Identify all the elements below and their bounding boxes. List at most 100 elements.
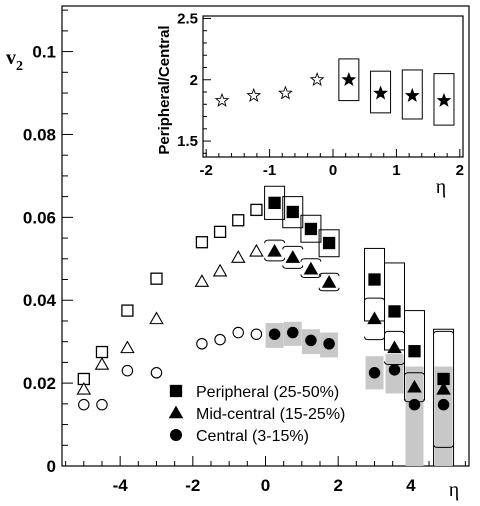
inset-sys-box [370, 70, 392, 114]
legend-marker-triangle [168, 405, 184, 419]
triangle-filled-point [267, 243, 282, 257]
legend: Peripheral (25-50%) Mid-central (15-25%) C… [168, 384, 345, 445]
square-open-point [150, 272, 163, 285]
inset-sys-box [433, 73, 455, 126]
midcentral-sys-bracket [384, 330, 406, 335]
inset-x-tick-label: 2 [456, 162, 464, 179]
inset-x-axis-title: η [436, 176, 446, 198]
legend-label: Central (3-15%) [196, 428, 309, 445]
square-filled-point [408, 345, 421, 358]
star-open-point [214, 92, 230, 107]
x-axis-title: η [449, 479, 459, 501]
star-filled-point [341, 71, 357, 87]
y-tick-label: 0.06 [23, 208, 56, 227]
triangle-open-point [212, 263, 228, 277]
x-tick-label: 0 [261, 476, 270, 495]
y-tick-label: 0.08 [23, 125, 56, 144]
midcentral-sys-bracket [364, 336, 386, 341]
circle-open-point [214, 333, 226, 346]
peripheral-sys-box [282, 196, 304, 229]
triangle-filled-point [285, 250, 301, 263]
midcentral-sys-bracket [282, 265, 304, 269]
main-plot: -4 -2 0 2 4 0 0.02 0.04 0.06 0.08 0.1 η v2 Peripheral… [6, 5, 470, 501]
star-open-point [309, 71, 325, 87]
inset-y-tick-label: 2.5 [177, 10, 198, 27]
legend-label: Mid-central (15-25%) [196, 406, 345, 423]
circle-open-point [96, 398, 108, 411]
triangle-filled-point [407, 379, 422, 393]
midcentral-sys-bracket [318, 287, 340, 292]
midcentral-sys-bracket [264, 239, 286, 244]
triangle-open-point [194, 274, 210, 287]
legend-label: Peripheral (25-50%) [196, 384, 339, 401]
triangle-open-point [76, 381, 92, 395]
circle-filled-point [388, 364, 401, 376]
star-filled-point [436, 92, 452, 107]
inset-x-tick-label: 1 [392, 162, 400, 179]
inset-x-tick-label: -2 [199, 162, 212, 179]
circle-filled-point [323, 337, 335, 350]
legend-marker-circle [169, 428, 183, 442]
circle-open-point [232, 326, 244, 339]
circle-open-point [78, 398, 90, 411]
circle-open-point [121, 364, 134, 377]
midcentral-sys-bracket [264, 257, 286, 262]
circle-filled-point [305, 334, 317, 347]
peripheral-sys-box [318, 229, 340, 258]
square-open-point [121, 304, 134, 317]
inset-y-axis-title: Peripheral/Central [156, 25, 173, 154]
triangle-filled-point [367, 311, 382, 325]
square-filled-point [268, 196, 281, 209]
y-tick-label: 0.02 [23, 374, 56, 393]
midcentral-sys-bracket [300, 258, 322, 262]
square-open-point [250, 203, 263, 217]
triangle-open-point [249, 243, 264, 257]
circle-filled-point [268, 328, 281, 340]
inset-sys-box [401, 69, 423, 120]
square-open-point [232, 214, 245, 227]
square-filled-point [286, 205, 299, 219]
inset-frame [202, 15, 464, 158]
x-tick-label: 4 [406, 476, 416, 495]
midcentral-sys-bracket [300, 274, 322, 278]
triangle-filled-point [303, 261, 319, 275]
x-tick-label: -2 [185, 476, 200, 495]
y-tick-label: 0.04 [23, 291, 57, 310]
star-filled-point [404, 87, 420, 102]
y-axis-title: v2 [6, 47, 23, 74]
triangle-open-point [149, 311, 164, 325]
inset-sys-box [338, 58, 360, 102]
y-tick-label: 0 [47, 457, 56, 476]
midcentral-sys-bracket [433, 330, 455, 335]
inset-x-tick-label: 0 [329, 162, 337, 179]
square-open-point [95, 345, 109, 359]
peripheral-sys-box [300, 214, 322, 243]
triangle-filled-point [321, 274, 337, 288]
midcentral-sys-bracket [364, 297, 386, 302]
circle-filled-point [437, 398, 450, 411]
x-tick-label: -4 [113, 476, 129, 495]
square-open-point [213, 225, 227, 239]
inset-y-tick-label: 1.5 [177, 133, 198, 150]
midcentral-sys-bracket [403, 372, 425, 376]
circle-filled-point [287, 326, 299, 339]
circle-filled-point [368, 367, 381, 379]
circle-open-point [250, 328, 263, 340]
peripheral-sys-box [264, 185, 286, 220]
triangle-open-point [230, 250, 246, 263]
triangle-filled-point [387, 340, 402, 354]
inset-x-tick-label: -1 [263, 162, 276, 179]
legend-marker-square [169, 384, 183, 398]
star-filled-point [373, 85, 388, 100]
midcentral-sys-bracket [433, 444, 455, 448]
circle-filled-point [408, 398, 421, 411]
star-open-point [246, 87, 262, 102]
y-tick-label: 0.1 [32, 43, 56, 62]
square-filled-point [368, 273, 381, 286]
triangle-open-point [120, 340, 135, 354]
circle-open-point [196, 337, 208, 350]
square-open-point [195, 236, 209, 249]
midcentral-sys-bracket [318, 272, 340, 277]
